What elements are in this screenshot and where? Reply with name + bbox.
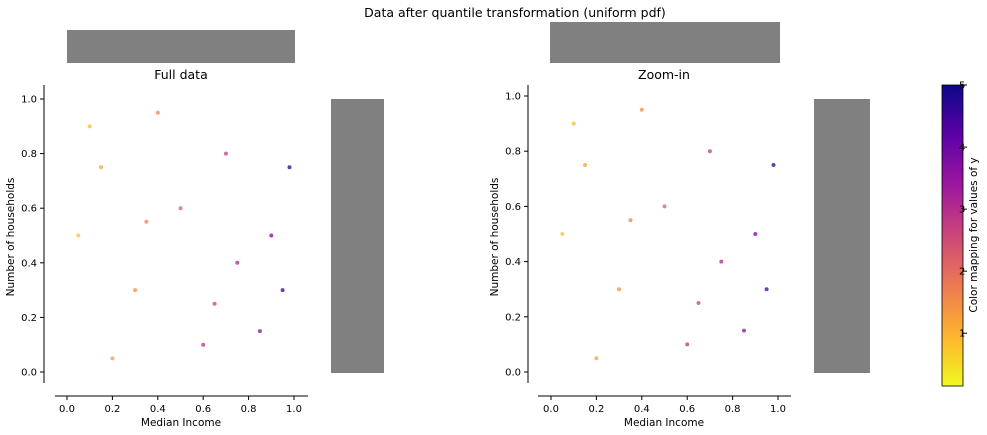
scatter-point [771,163,776,167]
y-tick-label: 0.2 [21,313,37,324]
x-tick-label: 0.0 [543,404,559,415]
x-tick-label: 0.4 [634,404,650,415]
scatter-point [594,356,599,361]
right-histogram-zoom-in [814,99,870,373]
scatter-point [742,328,746,333]
y-tick-label: 1.0 [21,95,37,106]
scatter-points-full-data [76,110,292,361]
scatter-point [133,288,138,293]
colorbar-tick-label: 2 [959,267,965,278]
scatter-point [617,287,622,292]
x-ticks-zoom-in: 0.0 0.2 0.4 0.6 0.8 1.0 [543,396,786,415]
scatter-point [87,124,92,129]
x-tick-label: 1.0 [286,404,302,415]
x-ticks-full-data: 0.0 0.2 0.4 0.6 0.8 1.0 [59,396,302,415]
scatter-point [76,233,81,238]
x-tick-label: 0.2 [588,404,604,415]
scatter-point [753,232,758,236]
scatter-point [560,232,565,236]
scatter-point [583,163,587,167]
y-tick-label: 0.6 [505,202,521,213]
scatter-point [639,107,644,112]
colorbar-tick-label: 1 [959,329,965,340]
x-axis-label-zoom-in: Median Income [624,417,704,429]
scatter-point [707,149,712,154]
scatter-point [764,287,769,292]
y-tick-label: 0.0 [505,368,521,379]
scatter-point [280,288,285,293]
x-tick-label: 0.8 [241,404,257,415]
panel-zoom-in: Zoom-in 0.0 0.2 0.4 0.6 0.8 1.0 0.00.20.40.60… [489,22,870,429]
scatter-points-zoom-in [560,107,776,361]
right-histogram-bars [331,99,384,373]
scatter-point [178,206,183,211]
x-tick-label: 0.2 [104,404,120,415]
scatter-point [685,342,690,347]
colorbar-gradient [941,84,964,387]
colorbar-tick-label: 3 [959,205,965,216]
y-axis-label-full-data: Number of households [5,178,17,297]
y-tick-label: 1.0 [505,92,521,103]
y-axis-label-zoom-in: Number of households [489,178,501,297]
scatter-point [628,218,633,223]
panel-full-data: Full data 0.0 0.2 0.4 0.6 0.8 1.0 0.00.20.40.… [5,30,384,429]
right-histogram-bars [814,99,870,373]
figure-title: Data after quantile transformation (unif… [364,5,666,20]
scatter-point [155,110,160,115]
panel-title-full-data: Full data [154,67,208,82]
colorbar-ticks: 1 2 3 4 5 [959,81,967,340]
y-tick-label: 0.0 [21,368,37,379]
axes-full-data: 0.0 0.2 0.4 0.6 0.8 1.0 0.0 0.2 0.4 0.6 0.8 1.0 [21,85,308,415]
x-tick-label: 1.0 [770,404,786,415]
scatter-point [287,165,292,170]
y-tick-label: 0.8 [505,147,521,158]
y-ticks-zoom-in: 0.0 0.2 0.4 0.6 0.8 1.0 [505,92,528,379]
top-histogram-zoom-in [550,22,780,63]
panel-title-zoom-in: Zoom-in [638,67,690,82]
y-tick-label: 0.2 [505,312,521,323]
y-tick-label: 0.4 [21,258,37,269]
colorbar: 1 2 3 4 5 Color mapping for values of y [941,81,980,387]
scatter-point [212,301,217,306]
x-tick-label: 0.0 [59,404,75,415]
y-tick-label: 0.8 [21,149,37,160]
y-ticks-full-data: 0.0 0.2 0.4 0.6 0.8 1.0 [21,95,44,379]
scatter-point [719,259,724,264]
colorbar-tick-label: 4 [959,143,965,154]
scatter-point [662,204,667,209]
top-histogram-bars [67,30,295,63]
axes-zoom-in: 0.0 0.2 0.4 0.6 0.8 1.0 0.0 0.2 0.4 0.6 0.8 1.0 [505,85,791,415]
scatter-point [696,301,701,305]
scatter-point [110,356,115,361]
y-tick-label: 0.4 [505,257,521,268]
x-tick-label: 0.4 [150,404,166,415]
colorbar-tick-label: 5 [959,81,965,92]
top-histogram-full-data [67,30,295,63]
scatter-point [223,151,228,156]
colorbar-label: Color mapping for values of y [968,157,980,312]
scatter-point [144,219,149,224]
y-tick-label: 0.6 [21,204,37,215]
scatter-point [99,165,103,170]
scatter-point [235,260,240,265]
scatter-point [571,121,576,126]
scatter-point [201,342,206,347]
x-axis-label-full-data: Median Income [141,417,221,429]
scatter-point [257,329,262,334]
x-tick-label: 0.6 [679,404,695,415]
scatter-point [269,233,274,238]
top-histogram-bars [550,22,780,63]
x-tick-label: 0.8 [725,404,741,415]
right-histogram-full-data [331,99,384,373]
x-tick-label: 0.6 [195,404,211,415]
